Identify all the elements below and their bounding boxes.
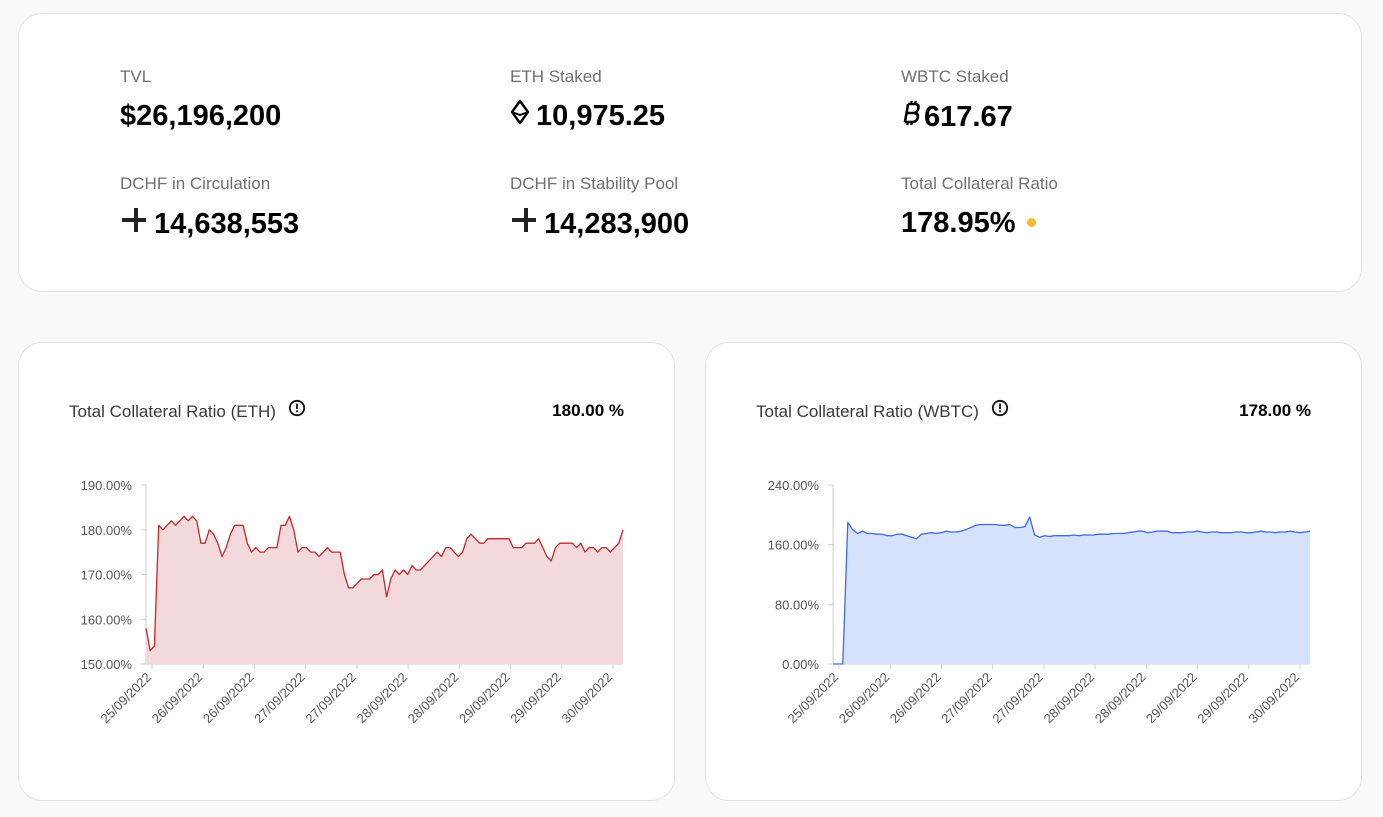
x-tick-label: 30/09/2022 (558, 670, 615, 727)
stat-value: 617.67 (901, 99, 1013, 135)
dchf-icon (510, 206, 538, 242)
chart-title: Total Collateral Ratio (ETH) (69, 399, 306, 424)
chart-current-value: 180.00 % (552, 401, 624, 420)
y-tick-label: 160.00% (768, 538, 820, 553)
x-tick-label: 27/09/2022 (251, 670, 308, 727)
y-tick-label: 150.00% (81, 657, 133, 672)
stat-value: 178.95% (901, 206, 1058, 240)
stat-label: Total Collateral Ratio (901, 174, 1058, 193)
wbtc-chart-card: Total Collateral Ratio (WBTC) 178.00 % 0… (705, 342, 1362, 801)
dchf-icon (120, 206, 148, 242)
ethereum-icon (510, 99, 530, 133)
y-tick-label: 170.00% (81, 568, 133, 583)
x-tick-label: 27/09/2022 (938, 670, 995, 727)
series-area (833, 517, 1310, 664)
x-tick-label: 27/09/2022 (989, 670, 1046, 727)
chart-current-value: 178.00 % (1239, 401, 1311, 420)
dchf-stability-pool-value: 14,283,900 (544, 208, 690, 240)
x-tick-label: 26/09/2022 (836, 670, 893, 727)
stats-card: TVL $26,196,200 ETH Staked 10,975.25 WBT… (18, 13, 1362, 292)
info-icon[interactable] (991, 399, 1009, 424)
stat-label: DCHF in Circulation (120, 174, 271, 193)
x-tick-label: 29/09/2022 (456, 670, 513, 727)
eth-chart-card: Total Collateral Ratio (ETH) 180.00 % 15… (18, 342, 675, 801)
stat-tvl: TVL $26,196,200 (120, 67, 281, 133)
total-collateral-ratio-value: 178.95% (901, 207, 1016, 239)
chart-title-text: Total Collateral Ratio (WBTC) (756, 401, 979, 421)
stat-total-collateral-ratio: Total Collateral Ratio 178.95% (901, 174, 1058, 240)
stat-label: ETH Staked (510, 67, 602, 86)
y-tick-label: 190.00% (81, 478, 133, 493)
y-tick-label: 180.00% (81, 523, 133, 538)
stat-label: WBTC Staked (901, 67, 1009, 86)
chart-title-text: Total Collateral Ratio (ETH) (69, 401, 276, 421)
x-tick-label: 25/09/2022 (97, 670, 154, 727)
chart-header: Total Collateral Ratio (WBTC) 178.00 % (756, 399, 1311, 423)
info-icon[interactable] (288, 399, 306, 424)
stat-dchf-stability-pool: DCHF in Stability Pool 14,283,900 (510, 174, 689, 242)
tvl-value: $26,196,200 (120, 100, 282, 132)
y-tick-label: 160.00% (81, 612, 133, 627)
x-tick-label: 29/09/2022 (1194, 670, 1251, 727)
x-tick-label: 28/09/2022 (1041, 670, 1098, 727)
stat-value: 14,638,553 (120, 206, 299, 242)
eth-collateral-chart: 150.00% 160.00% 170.00% 180.00% 190.00% 25/09… (81, 478, 624, 727)
status-dot (1026, 217, 1036, 227)
bitcoin-icon (901, 99, 921, 135)
stat-value: 10,975.25 (510, 99, 665, 133)
x-tick-label: 26/09/2022 (149, 670, 206, 727)
series-line (145, 515, 624, 652)
y-tick-label: 240.00% (768, 478, 820, 493)
stat-value: $26,196,200 (120, 99, 281, 133)
stat-label: TVL (120, 67, 152, 86)
stat-value: 14,283,900 (510, 206, 689, 242)
x-tick-label: 27/09/2022 (302, 670, 359, 727)
x-tick-label: 28/09/2022 (405, 670, 462, 727)
x-tick-label: 29/09/2022 (507, 670, 564, 727)
x-tick-label: 26/09/2022 (200, 670, 257, 727)
stat-label: DCHF in Stability Pool (510, 174, 679, 193)
stat-dchf-circulation: DCHF in Circulation 14,638,553 (120, 174, 299, 242)
y-tick-label: 0.00% (782, 657, 819, 672)
dchf-circulation-value: 14,638,553 (154, 208, 300, 240)
x-tick-label: 26/09/2022 (887, 670, 944, 727)
eth-staked-value: 10,975.25 (536, 100, 666, 132)
x-tick-label: 28/09/2022 (354, 670, 411, 727)
wbtc-staked-value: 617.67 (924, 101, 1013, 133)
stat-wbtc-staked: WBTC Staked 617.67 (901, 67, 1013, 135)
y-tick-label: 80.00% (775, 597, 820, 612)
x-tick-label: 30/09/2022 (1245, 670, 1302, 727)
wbtc-collateral-chart: 0.00%80.00%160.00%240.00%25/09/202226/09… (768, 478, 1311, 727)
series-line (833, 516, 1311, 665)
x-tick-label: 28/09/2022 (1092, 670, 1149, 727)
series-area (146, 516, 623, 664)
chart-title: Total Collateral Ratio (WBTC) (756, 399, 1009, 424)
stat-eth-staked: ETH Staked 10,975.25 (510, 67, 665, 133)
x-tick-label: 25/09/2022 (784, 670, 841, 727)
x-tick-label: 29/09/2022 (1143, 670, 1200, 727)
chart-header: Total Collateral Ratio (ETH) 180.00 % (69, 399, 624, 423)
